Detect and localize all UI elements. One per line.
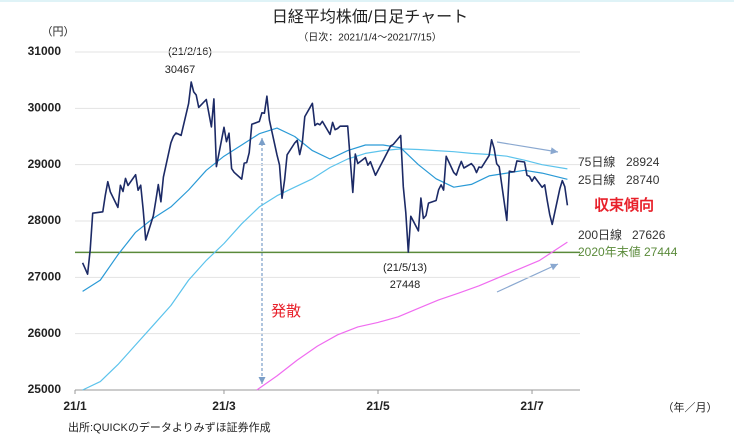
series-name: 200日線 — [578, 227, 622, 242]
series-end-value: 28924 — [626, 155, 660, 169]
y-tick-label: 27000 — [28, 270, 62, 284]
x-tick-label: 21/3 — [212, 399, 236, 413]
series-name: 75日線 — [578, 154, 615, 169]
peak-value: 30467 — [165, 64, 196, 76]
low-value: 27448 — [390, 279, 421, 291]
series-line — [82, 127, 568, 292]
top-strip — [0, 0, 734, 2]
series-line — [81, 81, 569, 275]
source: 出所:QUICKのデータよりみずほ証券作成 — [68, 420, 271, 434]
x-unit: （年／月） — [663, 400, 718, 414]
divergence-label: 発散 — [271, 303, 301, 320]
series-end-value: 28740 — [626, 173, 660, 187]
x-tick-label: 21/5 — [366, 399, 390, 413]
trend-arrow — [496, 263, 559, 293]
low-date: (21/5/13) — [383, 262, 427, 274]
y-tick-label: 25000 — [28, 382, 62, 396]
series-line — [256, 241, 568, 391]
y-tick-label: 26000 — [28, 326, 62, 340]
trend-arrow — [496, 141, 559, 155]
series-line — [82, 148, 568, 391]
reference-name: 2020年末値 — [578, 244, 641, 259]
x-tick-label: 21/1 — [63, 399, 87, 413]
x-tick-label: 21/7 — [520, 399, 544, 413]
y-tick-label: 31000 — [28, 44, 62, 58]
y-tick-label: 28000 — [28, 213, 62, 227]
convergence-label: 収束傾向 — [594, 196, 654, 214]
reference-value: 27444 — [644, 245, 678, 259]
series-name: 25日線 — [578, 172, 615, 187]
y-tick-label: 30000 — [28, 101, 62, 115]
y-tick-label: 29000 — [28, 157, 62, 171]
y-unit: （円） — [42, 25, 75, 38]
chart-subtitle: （日次：2021/1/4～2021/7/15） — [298, 31, 441, 44]
series-end-value: 27626 — [632, 228, 666, 242]
chart-title: 日経平均株価/日足チャート — [272, 8, 468, 26]
